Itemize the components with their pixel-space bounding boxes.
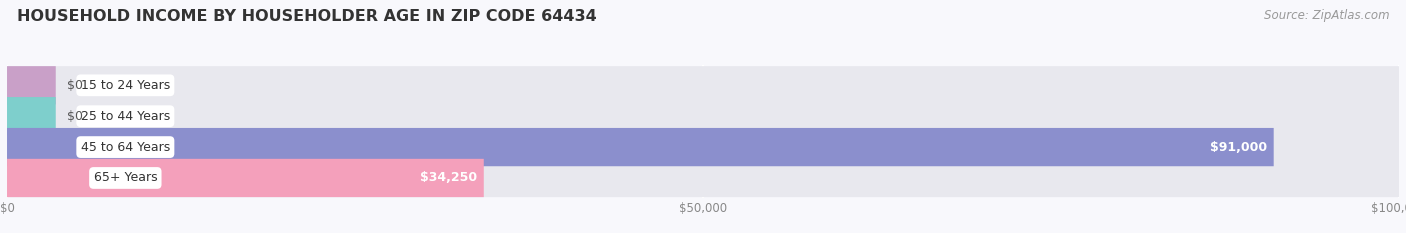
Text: HOUSEHOLD INCOME BY HOUSEHOLDER AGE IN ZIP CODE 64434: HOUSEHOLD INCOME BY HOUSEHOLDER AGE IN Z… bbox=[17, 9, 596, 24]
Text: 45 to 64 Years: 45 to 64 Years bbox=[80, 140, 170, 154]
FancyBboxPatch shape bbox=[7, 159, 484, 197]
Text: 65+ Years: 65+ Years bbox=[94, 171, 157, 185]
Text: Source: ZipAtlas.com: Source: ZipAtlas.com bbox=[1264, 9, 1389, 22]
Text: $34,250: $34,250 bbox=[419, 171, 477, 185]
Text: 15 to 24 Years: 15 to 24 Years bbox=[80, 79, 170, 92]
FancyBboxPatch shape bbox=[7, 97, 56, 135]
Text: $0: $0 bbox=[67, 79, 83, 92]
FancyBboxPatch shape bbox=[7, 128, 1274, 166]
FancyBboxPatch shape bbox=[7, 66, 1399, 104]
Text: 25 to 44 Years: 25 to 44 Years bbox=[80, 110, 170, 123]
FancyBboxPatch shape bbox=[7, 66, 56, 104]
Text: $0: $0 bbox=[67, 110, 83, 123]
Text: $91,000: $91,000 bbox=[1209, 140, 1267, 154]
FancyBboxPatch shape bbox=[7, 128, 1399, 166]
FancyBboxPatch shape bbox=[7, 159, 1399, 197]
FancyBboxPatch shape bbox=[7, 97, 1399, 135]
